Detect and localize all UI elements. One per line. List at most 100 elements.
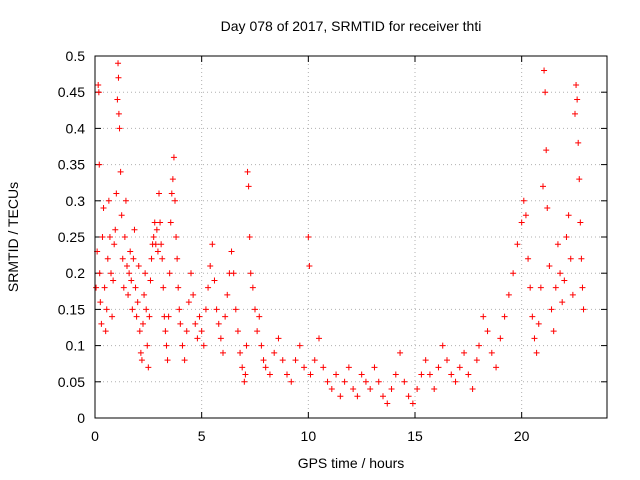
data-point xyxy=(305,234,312,240)
data-point xyxy=(418,371,425,378)
data-point xyxy=(150,234,157,240)
data-point xyxy=(117,168,124,175)
data-point xyxy=(529,313,536,320)
data-point xyxy=(380,393,386,400)
y-tick-label: 0 xyxy=(77,410,85,426)
data-point xyxy=(136,328,143,335)
data-point xyxy=(188,270,194,277)
data-point xyxy=(169,176,176,183)
data-point xyxy=(266,371,273,378)
data-point xyxy=(160,284,167,291)
data-point xyxy=(354,393,361,400)
data-point xyxy=(192,320,199,327)
x-axis-title: GPS time / hours xyxy=(298,455,405,471)
data-point xyxy=(198,328,205,335)
data-point xyxy=(165,313,172,320)
data-point xyxy=(501,313,508,320)
data-point xyxy=(239,364,246,371)
data-point xyxy=(108,270,114,277)
data-point xyxy=(575,139,582,146)
data-point xyxy=(134,299,141,306)
data-point xyxy=(469,386,476,393)
data-point xyxy=(166,270,173,277)
axis-ticks: 0 0.05 0.1 0.15 0.2 0.25 0.3 0.35 0.4 0.45 0.5 0 5 10… xyxy=(58,48,607,444)
y-tick-label: 0.3 xyxy=(66,193,86,209)
data-point xyxy=(559,299,566,306)
data-point xyxy=(162,328,169,335)
data-point xyxy=(392,371,399,378)
data-point xyxy=(135,262,142,269)
data-point xyxy=(576,176,583,183)
data-point xyxy=(577,219,584,226)
data-point xyxy=(439,342,446,349)
data-point xyxy=(461,349,468,356)
data-point xyxy=(158,241,165,248)
data-point xyxy=(96,270,103,277)
data-point xyxy=(288,378,295,385)
data-point xyxy=(306,262,313,269)
y-tick-label: 0.05 xyxy=(58,374,85,390)
data-point xyxy=(114,96,121,103)
data-point xyxy=(292,357,299,364)
data-point xyxy=(573,81,580,88)
data-point xyxy=(311,357,318,364)
data-points xyxy=(93,60,587,407)
data-point xyxy=(522,212,529,219)
data-point xyxy=(122,197,129,204)
data-point xyxy=(179,342,186,349)
data-point xyxy=(456,364,463,371)
data-point xyxy=(118,212,125,219)
data-point xyxy=(247,270,254,277)
data-point xyxy=(224,291,231,298)
data-point xyxy=(215,320,222,327)
data-point xyxy=(579,284,586,291)
data-point xyxy=(172,197,178,204)
data-point xyxy=(324,378,331,385)
x-tick-label: 10 xyxy=(301,428,317,444)
data-point xyxy=(129,306,136,313)
x-tick-label: 15 xyxy=(407,428,423,444)
data-point xyxy=(170,154,177,161)
data-point xyxy=(320,364,327,371)
data-point xyxy=(452,378,459,385)
data-point xyxy=(531,335,538,342)
data-point xyxy=(426,371,433,378)
data-point xyxy=(422,357,429,364)
data-point xyxy=(132,284,139,291)
data-point xyxy=(137,349,144,356)
data-point xyxy=(143,306,150,313)
data-point xyxy=(301,364,308,371)
data-point xyxy=(202,306,209,313)
data-point xyxy=(249,284,256,291)
data-point xyxy=(220,349,226,356)
data-point xyxy=(375,378,382,385)
data-point xyxy=(116,125,123,132)
data-point xyxy=(99,234,106,240)
data-point xyxy=(405,393,412,400)
data-point xyxy=(205,284,212,291)
data-point xyxy=(177,320,184,327)
data-point xyxy=(112,226,119,233)
data-point xyxy=(444,357,450,364)
data-point xyxy=(448,371,455,378)
data-point xyxy=(435,364,442,371)
data-point xyxy=(111,241,118,248)
data-point xyxy=(151,219,158,226)
data-point xyxy=(194,335,201,342)
y-tick-label: 0.4 xyxy=(66,120,86,136)
data-point xyxy=(271,349,278,356)
data-point xyxy=(232,306,239,313)
data-point xyxy=(196,313,203,320)
data-point xyxy=(488,349,495,356)
data-point xyxy=(181,357,188,364)
data-point xyxy=(109,313,116,320)
data-point xyxy=(527,284,534,291)
data-point xyxy=(256,313,263,320)
y-tick-label: 0.35 xyxy=(58,157,85,173)
data-point xyxy=(284,371,290,378)
data-point xyxy=(164,357,171,364)
data-point xyxy=(152,241,159,248)
data-point xyxy=(128,277,135,284)
data-point xyxy=(550,328,557,335)
data-point xyxy=(163,342,170,349)
